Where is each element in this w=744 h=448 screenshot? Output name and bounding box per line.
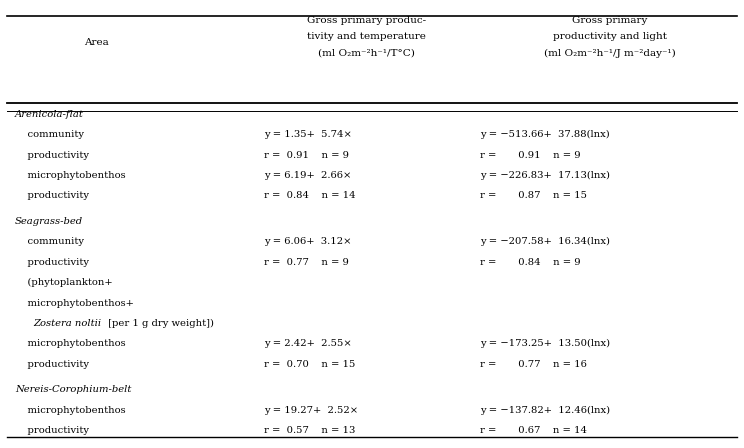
Text: Nereis-Corophium-belt: Nereis-Corophium-belt bbox=[15, 385, 131, 395]
Text: [per 1 g dry weight]): [per 1 g dry weight]) bbox=[105, 319, 214, 328]
Text: productivity: productivity bbox=[15, 151, 89, 159]
Text: microphytobenthos: microphytobenthos bbox=[15, 171, 126, 180]
Text: y = 19.27+  2.52×: y = 19.27+ 2.52× bbox=[264, 406, 359, 415]
Text: Arenicola-flat: Arenicola-flat bbox=[15, 110, 84, 119]
Text: y = −513.66+  37.88(lnx): y = −513.66+ 37.88(lnx) bbox=[480, 130, 609, 139]
Text: y = 1.35+  5.74×: y = 1.35+ 5.74× bbox=[264, 130, 352, 139]
Text: y = −207.58+  16.34(lnx): y = −207.58+ 16.34(lnx) bbox=[480, 237, 610, 246]
Text: y = −173.25+  13.50(lnx): y = −173.25+ 13.50(lnx) bbox=[480, 339, 610, 349]
Text: r =       0.84    n = 9: r = 0.84 n = 9 bbox=[480, 258, 580, 267]
Text: r =       0.87    n = 15: r = 0.87 n = 15 bbox=[480, 191, 587, 200]
Text: Gross primary produc-: Gross primary produc- bbox=[307, 16, 426, 25]
Text: r =  0.77    n = 9: r = 0.77 n = 9 bbox=[264, 258, 349, 267]
Text: y = 6.19+  2.66×: y = 6.19+ 2.66× bbox=[264, 171, 351, 180]
Text: y = 2.42+  2.55×: y = 2.42+ 2.55× bbox=[264, 339, 352, 349]
Text: productivity: productivity bbox=[15, 426, 89, 435]
Text: community: community bbox=[15, 237, 84, 246]
Text: y = −137.82+  12.46(lnx): y = −137.82+ 12.46(lnx) bbox=[480, 406, 610, 415]
Text: y = −226.83+  17.13(lnx): y = −226.83+ 17.13(lnx) bbox=[480, 171, 610, 180]
Text: (phytoplankton+: (phytoplankton+ bbox=[15, 278, 112, 287]
Text: microphytobenthos: microphytobenthos bbox=[15, 339, 126, 349]
Text: (ml O₂m⁻²h⁻¹/J m⁻²day⁻¹): (ml O₂m⁻²h⁻¹/J m⁻²day⁻¹) bbox=[544, 49, 676, 58]
Text: productivity and light: productivity and light bbox=[553, 32, 667, 41]
Text: Area: Area bbox=[84, 38, 109, 47]
Text: y = 6.06+  3.12×: y = 6.06+ 3.12× bbox=[264, 237, 352, 246]
Text: Seagrass-bed: Seagrass-bed bbox=[15, 217, 83, 226]
Text: productivity: productivity bbox=[15, 191, 89, 200]
Text: (ml O₂m⁻²h⁻¹/T°C): (ml O₂m⁻²h⁻¹/T°C) bbox=[318, 49, 415, 58]
Text: r =  0.70    n = 15: r = 0.70 n = 15 bbox=[264, 360, 356, 369]
Text: r =       0.91    n = 9: r = 0.91 n = 9 bbox=[480, 151, 580, 159]
Text: r =  0.84    n = 14: r = 0.84 n = 14 bbox=[264, 191, 356, 200]
Text: Zostera noltii: Zostera noltii bbox=[33, 319, 102, 328]
Text: microphytobenthos+: microphytobenthos+ bbox=[15, 298, 134, 308]
Text: community: community bbox=[15, 130, 84, 139]
Text: productivity: productivity bbox=[15, 360, 89, 369]
Text: r =  0.57    n = 13: r = 0.57 n = 13 bbox=[264, 426, 356, 435]
Text: productivity: productivity bbox=[15, 258, 89, 267]
Text: Gross primary: Gross primary bbox=[572, 16, 648, 25]
Text: microphytobenthos: microphytobenthos bbox=[15, 406, 126, 415]
Text: r =  0.91    n = 9: r = 0.91 n = 9 bbox=[264, 151, 349, 159]
Text: r =       0.77    n = 16: r = 0.77 n = 16 bbox=[480, 360, 587, 369]
Text: tivity and temperature: tivity and temperature bbox=[307, 32, 426, 41]
Text: r =       0.67    n = 14: r = 0.67 n = 14 bbox=[480, 426, 587, 435]
